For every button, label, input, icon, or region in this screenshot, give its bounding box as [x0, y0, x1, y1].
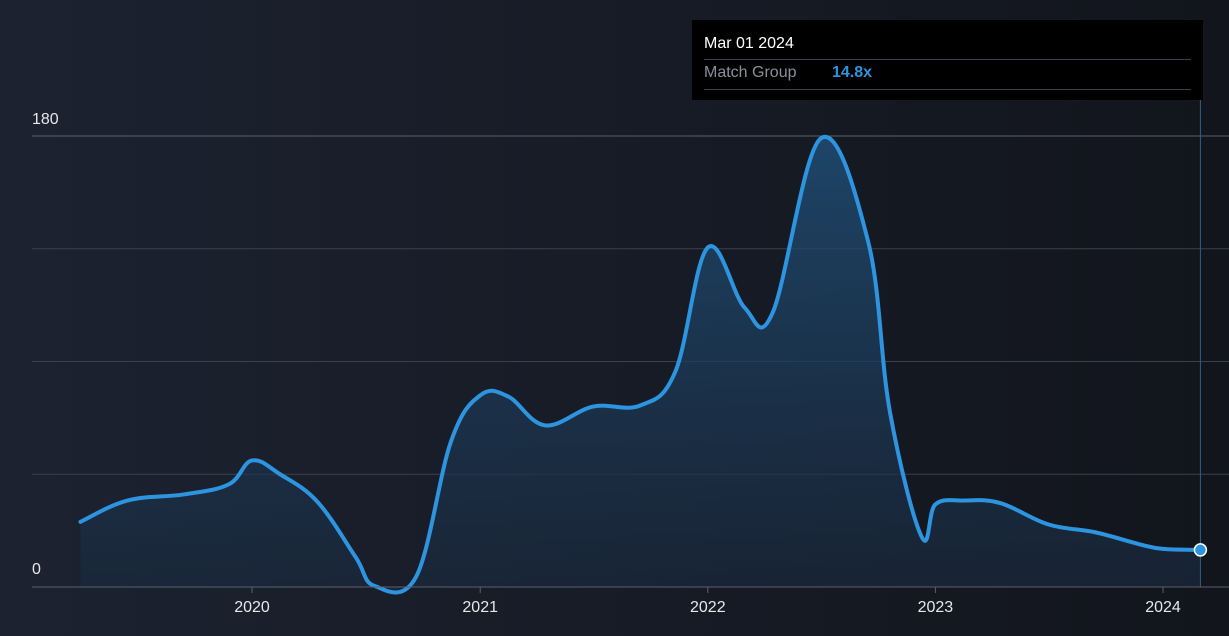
- y-tick-label-top: 180: [32, 111, 59, 128]
- tooltip-row: Match Group 14.8x: [704, 60, 1191, 90]
- x-tick-label: 2022: [690, 599, 726, 616]
- tooltip: Mar 01 2024 Match Group 14.8x: [692, 20, 1203, 100]
- tooltip-series-name: Match Group: [704, 64, 797, 81]
- x-tick-label: 2024: [1145, 599, 1181, 616]
- latest-data-point[interactable]: [1193, 543, 1208, 557]
- line-layer: [78, 134, 1203, 595]
- x-tick-label: 2021: [462, 599, 498, 616]
- grid-lines: [32, 135, 1229, 475]
- series-line-match-group: [78, 134, 1203, 595]
- series-area-match-group: [80, 136, 1201, 593]
- point-layer: [1193, 543, 1208, 557]
- x-tick-label: 2023: [918, 599, 954, 616]
- tooltip-value: 14.8x: [832, 64, 873, 81]
- x-tick-label: 2020: [234, 599, 270, 616]
- area-layer: [80, 136, 1201, 593]
- tooltip-date: Mar 01 2024: [704, 34, 1191, 60]
- y-tick-label-bottom: 0: [32, 561, 41, 578]
- x-axis-ticks: 2020 2021 2022 2023 2024: [234, 587, 1181, 616]
